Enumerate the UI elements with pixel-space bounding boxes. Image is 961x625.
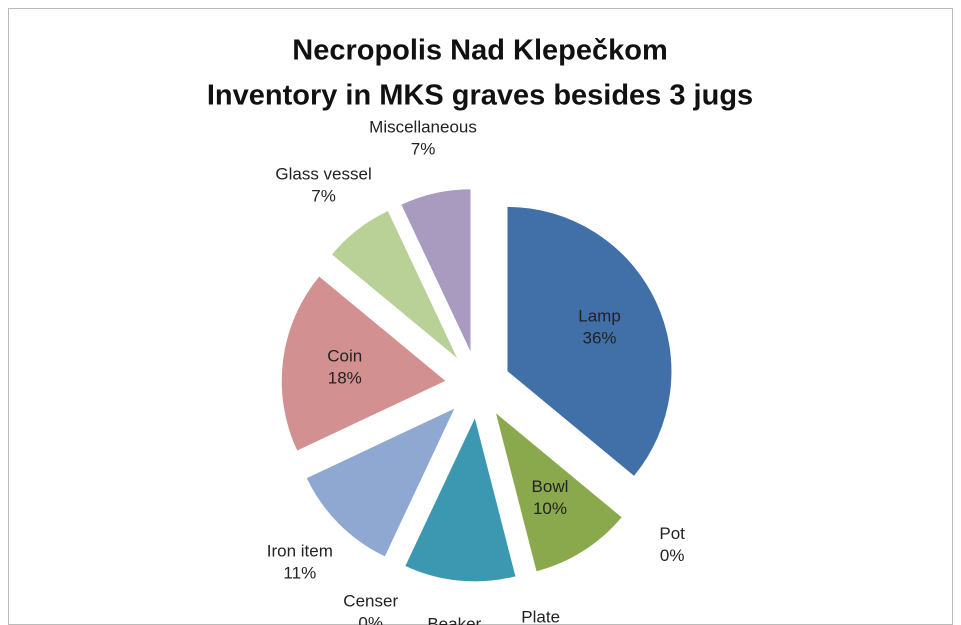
slice-label: Miscellaneous xyxy=(369,118,477,137)
pie-slice xyxy=(305,406,457,558)
slice-value-label: 36% xyxy=(583,328,617,347)
slice-label: Plate xyxy=(521,608,560,625)
slice-label: Lamp xyxy=(578,306,621,325)
slice-value-label: 7% xyxy=(311,186,336,205)
pie-slice xyxy=(330,209,459,361)
pie-slice xyxy=(494,410,623,573)
slice-label: Beaker xyxy=(427,614,481,625)
slice-label: Glass vessel xyxy=(275,164,371,183)
pie-slice xyxy=(404,415,517,583)
chart-title: Necropolis Nad Klepečkom xyxy=(292,35,668,67)
slice-label: Pot xyxy=(659,524,685,543)
slice-value-label: 0% xyxy=(358,614,383,625)
slice-label: Iron item xyxy=(267,542,333,561)
slice-value-label: 0% xyxy=(660,546,685,565)
slice-value-label: 11% xyxy=(283,564,316,583)
slice-value-label: 7% xyxy=(411,140,436,159)
slice-label: Coin xyxy=(327,347,362,366)
pie-slice xyxy=(280,275,448,452)
slice-label: Bowl xyxy=(532,477,569,496)
slice-label: Censer xyxy=(343,592,398,611)
pie-slice xyxy=(400,188,472,354)
slice-value-label: 10% xyxy=(533,499,567,518)
chart-title: Inventory in MKS graves besides 3 jugs xyxy=(207,80,753,112)
pie-slice xyxy=(506,205,673,478)
slice-value-label: 18% xyxy=(328,369,362,388)
